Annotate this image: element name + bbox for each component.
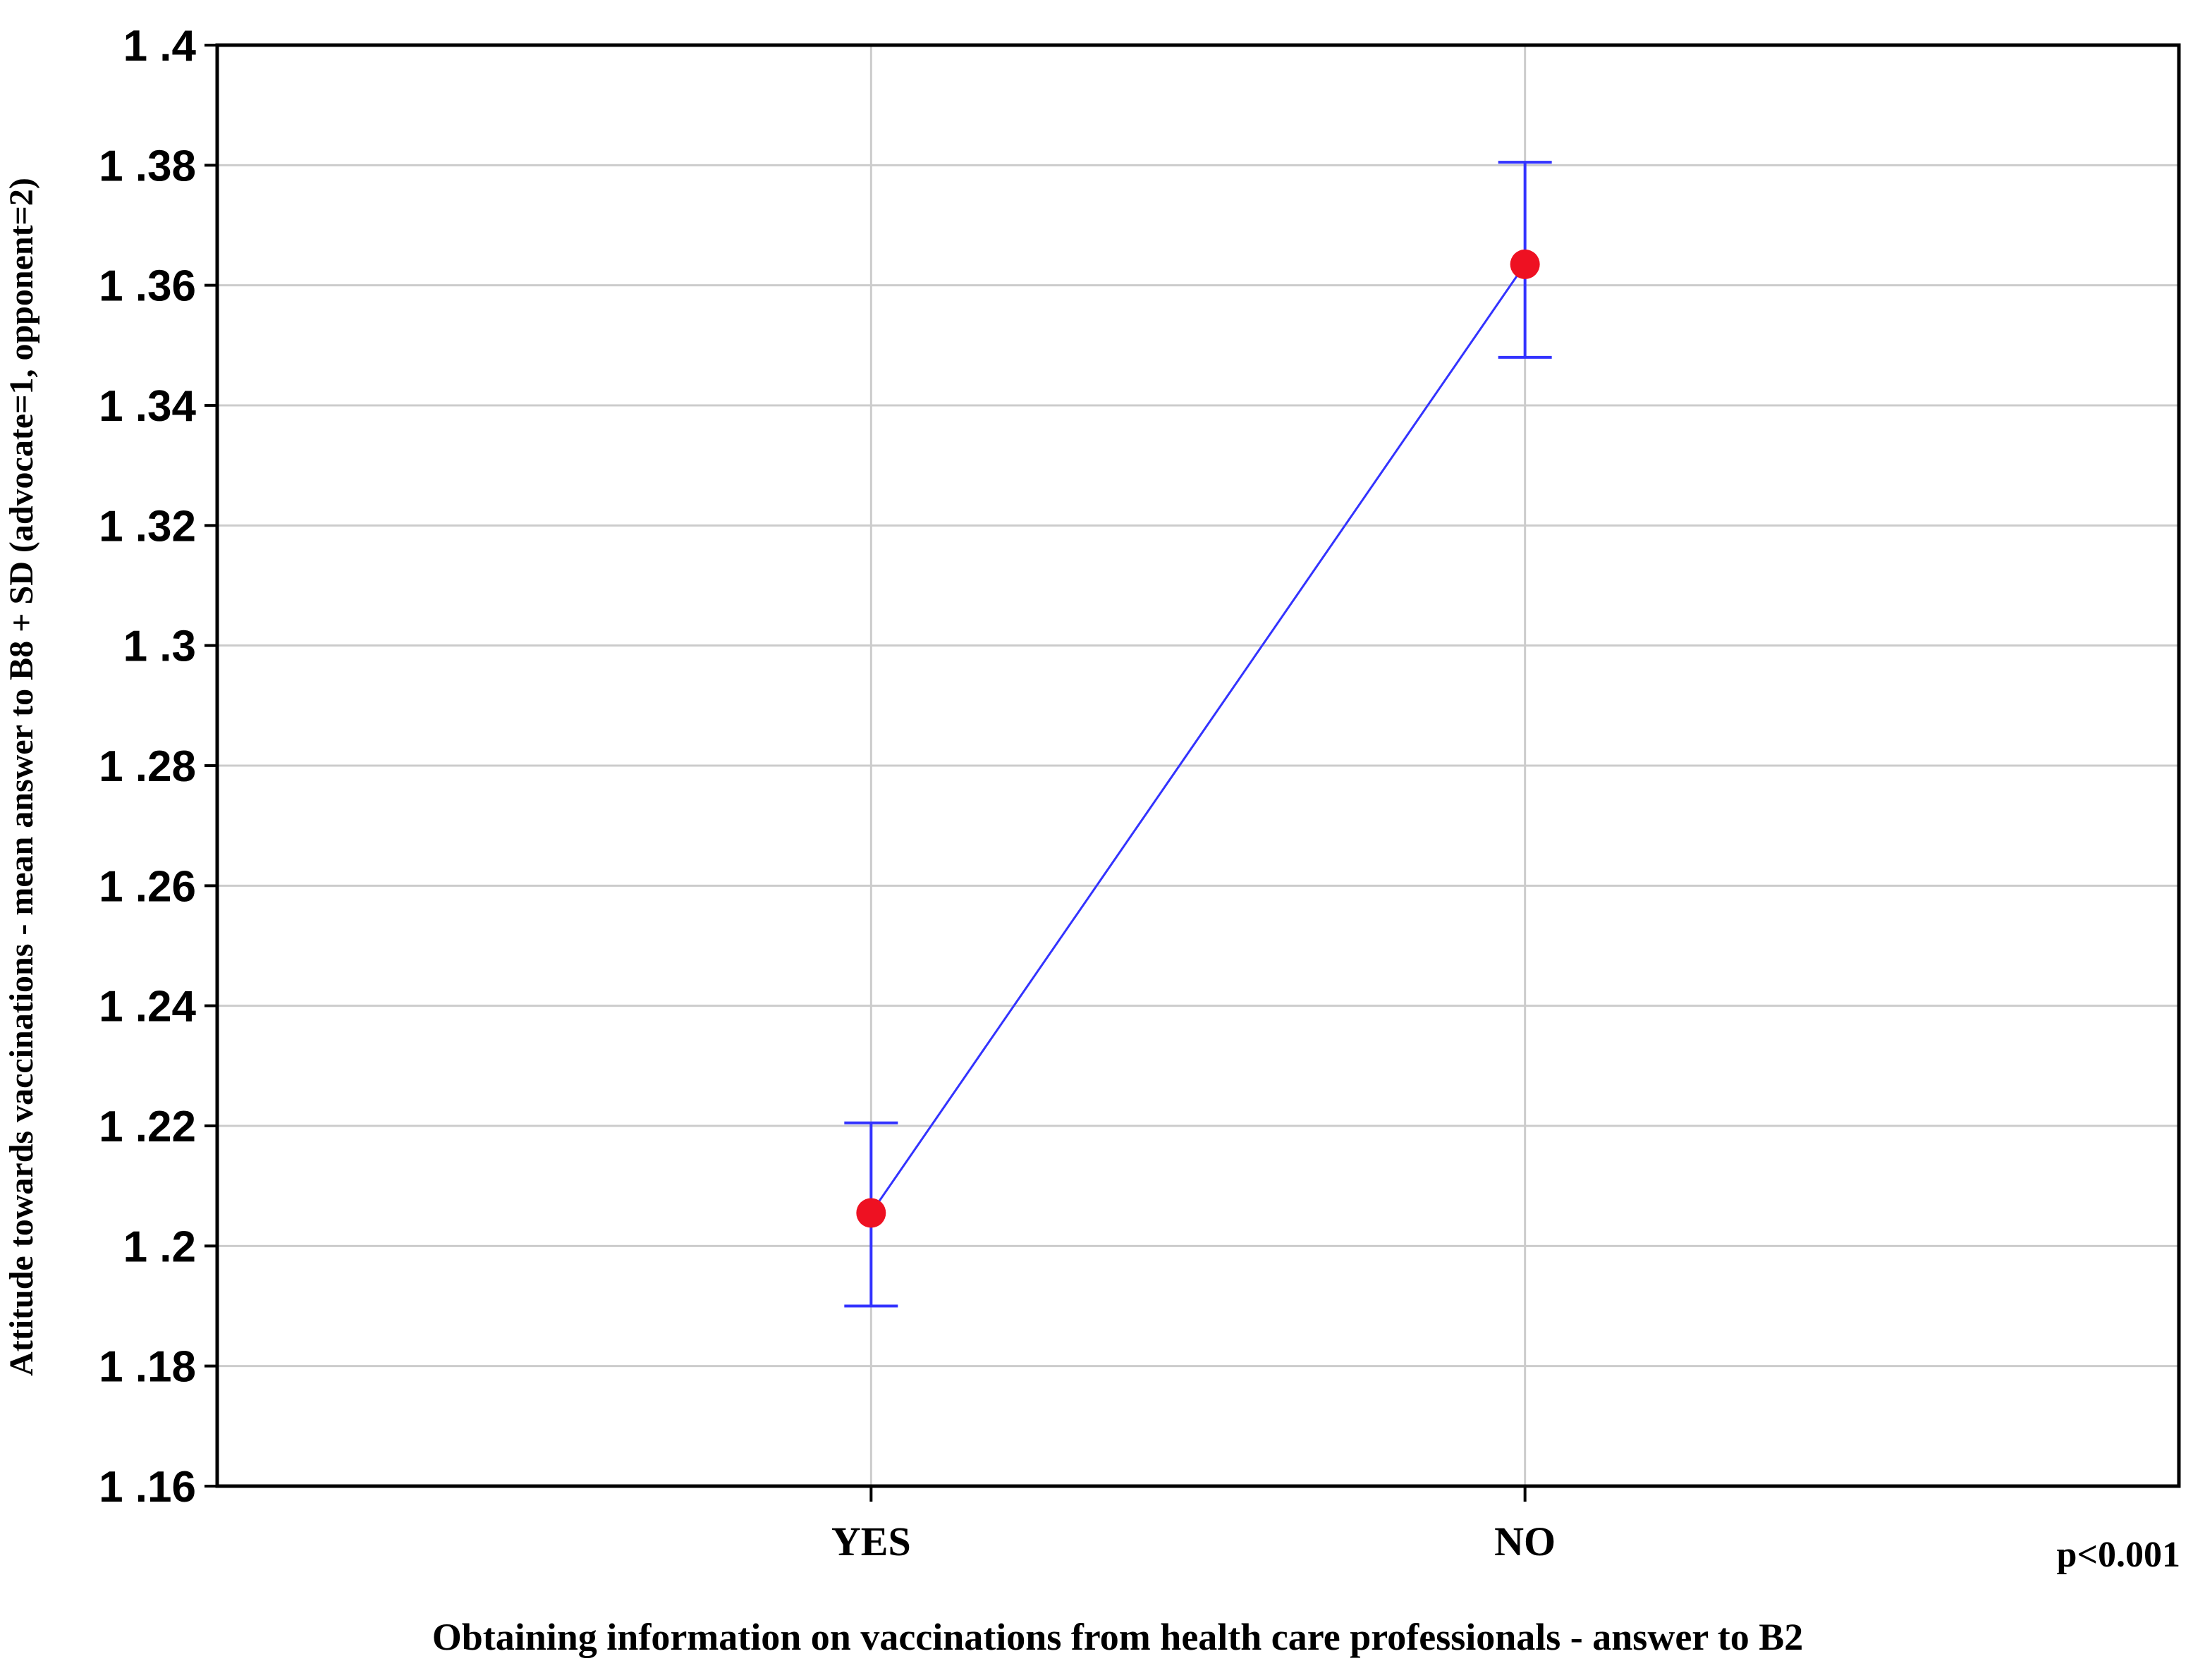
x-axis-title: Obtaining information on vaccinations fr… [432, 1616, 1804, 1658]
data-point [1510, 249, 1540, 279]
y-tick-label: 1 .26 [99, 862, 196, 911]
y-tick-label: 1 .22 [99, 1103, 196, 1151]
x-tick-label: NO [1494, 1519, 1556, 1564]
y-tick-label: 1 .2 [123, 1222, 196, 1271]
y-tick-label: 1 .36 [99, 262, 196, 311]
data-point [856, 1198, 886, 1228]
y-tick-label: 1 .32 [99, 502, 196, 551]
series-0 [844, 161, 1552, 1308]
y-tick-label: 1 .3 [123, 623, 196, 671]
y-axis-ticks: 1 .16 1 .18 1 .2 1 .22 1 .24 1 .26 1 .28 1 .3 1 … [99, 22, 217, 1512]
grid [217, 44, 2179, 1488]
series-line [870, 264, 1526, 1214]
y-axis-title: Attitude towards vaccinations - mean ans… [3, 178, 40, 1376]
y-tick-label: 1 .16 [99, 1463, 196, 1512]
x-tick-label: YES [831, 1519, 911, 1564]
p-value-annotation: p<0.001 [2056, 1535, 2180, 1575]
y-tick-label: 1 .34 [99, 382, 196, 431]
y-tick-label: 1 .24 [99, 983, 196, 1031]
y-tick-label: 1 .38 [99, 142, 196, 190]
x-axis-ticks: YES NO [831, 1486, 1556, 1564]
y-tick-label: 1 .18 [99, 1343, 196, 1392]
y-tick-label: 1 .28 [99, 742, 196, 791]
y-tick-label: 1 .4 [123, 22, 197, 70]
